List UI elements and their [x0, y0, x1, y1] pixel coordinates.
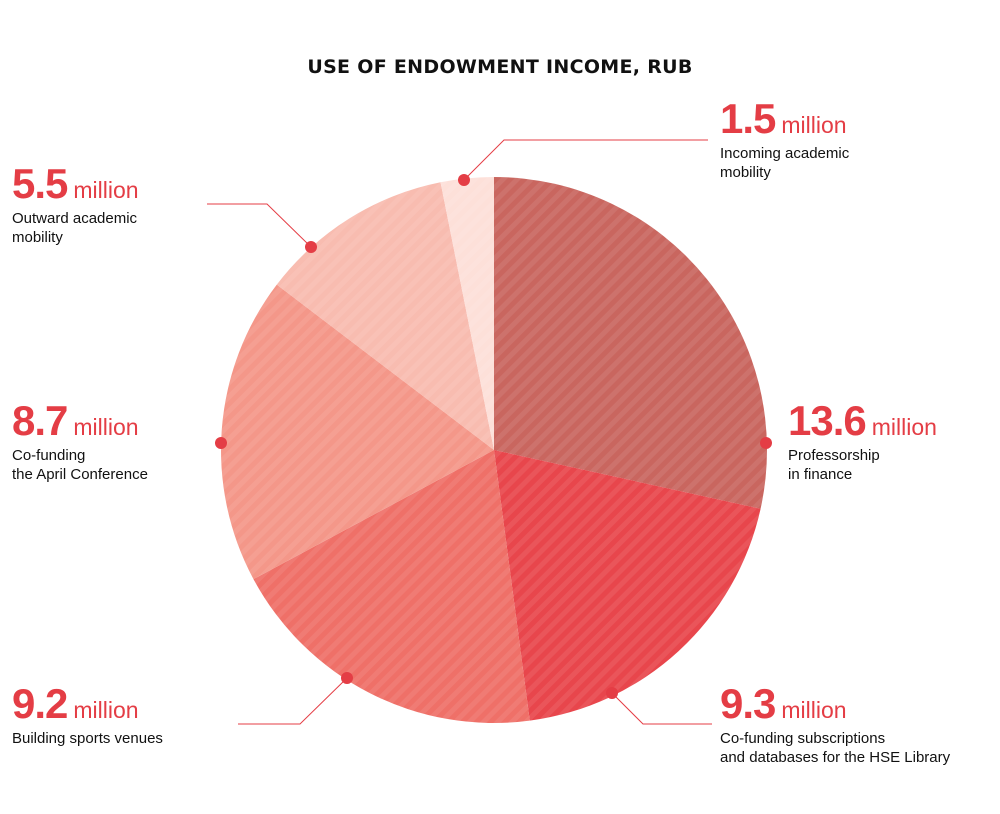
- unit-label: million: [73, 414, 139, 440]
- leader-line-2: [238, 677, 348, 725]
- slice-description: Building sports venues: [12, 730, 163, 747]
- callout-slice-2: 9.2 million Building sports venues: [12, 683, 163, 748]
- pie-slice-hatch-1: [494, 450, 761, 721]
- value-label: 1.5: [720, 95, 776, 142]
- callout-slice-0: 13.6 million Professorship in finance: [788, 400, 937, 484]
- unit-label: million: [781, 697, 847, 723]
- value-label: 13.6: [788, 397, 867, 444]
- callout-slice-3: 8.7 million Co-funding the April Conferen…: [12, 400, 148, 484]
- pie-slice-hatch-3: [220, 284, 494, 580]
- slice-description: Professorship in finance: [788, 447, 880, 483]
- unit-label: million: [781, 112, 847, 138]
- value-label: 9.3: [720, 680, 776, 727]
- unit-label: million: [73, 177, 139, 203]
- leader-dot-5: [458, 174, 470, 186]
- pie-slice-hatch-0: [494, 177, 767, 509]
- leader-line-1: [611, 692, 712, 725]
- value-label: 5.5: [12, 160, 68, 207]
- value-label: 9.2: [12, 680, 68, 727]
- leader-dot-0: [760, 437, 772, 449]
- callout-slice-5: 1.5 million Incoming academic mobility: [720, 98, 849, 182]
- leader-dot-1: [606, 687, 618, 699]
- slice-description: Co-funding subscriptions and databases f…: [720, 730, 951, 766]
- value-label: 8.7: [12, 397, 68, 444]
- callout-slice-4: 5.5 million Outward academic mobility: [12, 163, 139, 247]
- pie-slice-hatch-5: [440, 177, 494, 450]
- leader-line-5: [463, 139, 708, 181]
- leader-dot-4: [305, 241, 317, 253]
- leader-line-4: [207, 203, 312, 248]
- leader-dot-2: [341, 672, 353, 684]
- pie-slice-hatch-4: [276, 182, 494, 451]
- unit-label: million: [871, 414, 937, 440]
- unit-label: million: [73, 697, 139, 723]
- chart-title: USE OF ENDOWMENT INCOME, RUB: [307, 56, 693, 78]
- slice-description: Outward academic mobility: [12, 210, 138, 246]
- slice-description: Co-funding the April Conference: [12, 447, 148, 483]
- slice-description: Incoming academic mobility: [720, 145, 850, 181]
- callout-slice-1: 9.3 million Co-funding subscriptions and …: [720, 683, 950, 767]
- leader-dot-3: [215, 437, 227, 449]
- pie-slice-hatch-2: [253, 450, 530, 723]
